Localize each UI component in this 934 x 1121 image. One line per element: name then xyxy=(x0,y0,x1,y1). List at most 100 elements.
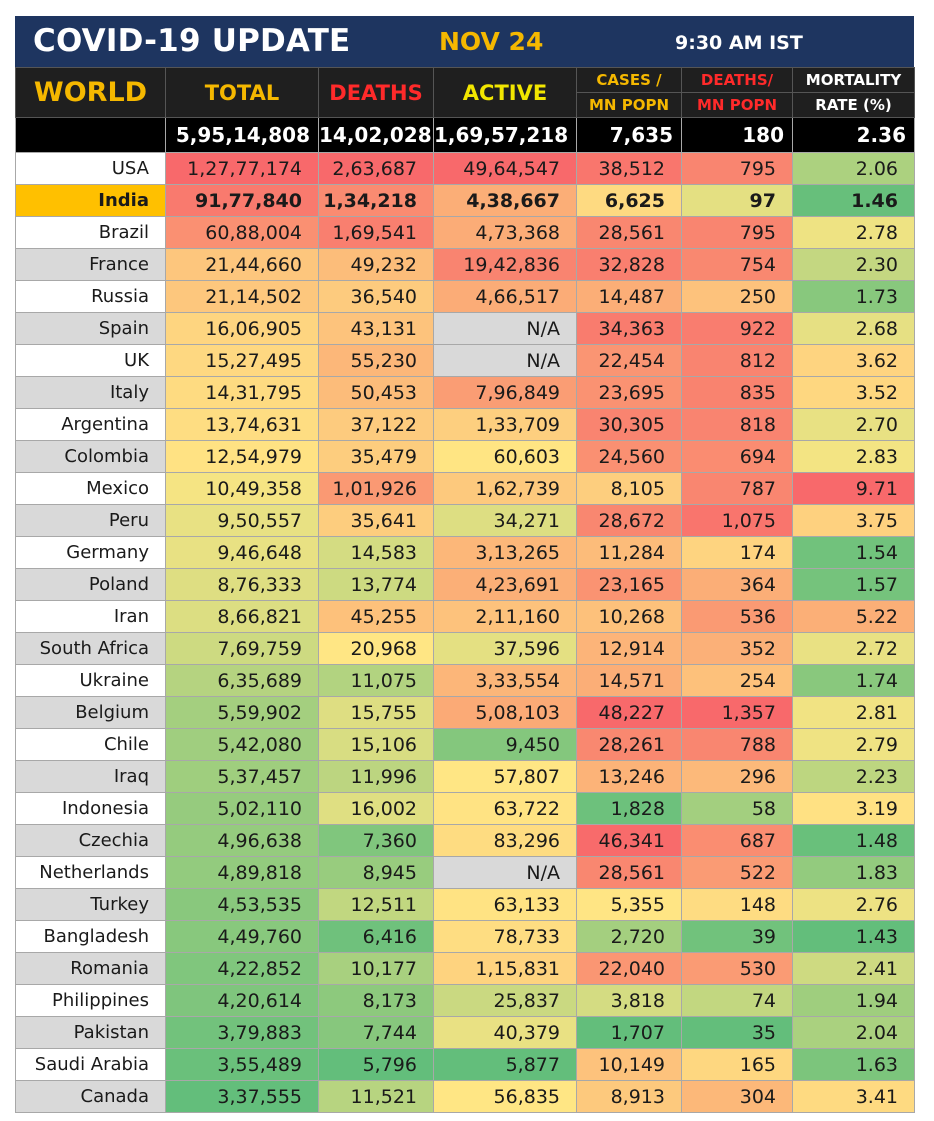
cell-active: 4,38,667 xyxy=(433,184,577,217)
cell-deaths-pm: 165 xyxy=(681,1048,793,1081)
country-name: USA xyxy=(15,152,166,185)
cell-total: 6,35,689 xyxy=(165,664,319,697)
table-row: Russia 21,14,502 36,540 4,66,517 14,487 250 1.… xyxy=(15,280,915,313)
world-active: 1,69,57,218 xyxy=(433,117,577,153)
cell-cases-pm: 38,512 xyxy=(576,152,682,185)
cell-deaths-pm: 835 xyxy=(681,376,793,409)
country-name: Indonesia xyxy=(15,792,166,825)
header-cases-per-mn-sub: MN POPN xyxy=(576,92,682,118)
cell-cases-pm: 28,561 xyxy=(576,216,682,249)
table-row: Argentina 13,74,631 37,122 1,33,709 30,305 81… xyxy=(15,408,915,441)
cell-deaths-pm: 1,357 xyxy=(681,696,793,729)
cell-mortality: 1.48 xyxy=(792,824,915,857)
table-row: Colombia 12,54,979 35,479 60,603 24,560 694 2.… xyxy=(15,440,915,473)
country-name: Argentina xyxy=(15,408,166,441)
cell-deaths-pm: 754 xyxy=(681,248,793,281)
cell-cases-pm: 14,487 xyxy=(576,280,682,313)
cell-total: 10,49,358 xyxy=(165,472,319,505)
cell-deaths-pm: 787 xyxy=(681,472,793,505)
cell-deaths-pm: 74 xyxy=(681,984,793,1017)
banner-title: COVID-19 UPDATE xyxy=(33,23,351,59)
cell-cases-pm: 24,560 xyxy=(576,440,682,473)
cell-deaths-pm: 536 xyxy=(681,600,793,633)
cell-mortality: 1.54 xyxy=(792,536,915,569)
country-name: Colombia xyxy=(15,440,166,473)
cell-active: 56,835 xyxy=(433,1080,577,1113)
cell-active: 78,733 xyxy=(433,920,577,953)
cell-deaths-pm: 522 xyxy=(681,856,793,889)
cell-mortality: 5.22 xyxy=(792,600,915,633)
cell-total: 12,54,979 xyxy=(165,440,319,473)
cell-active: 34,271 xyxy=(433,504,577,537)
cell-active: 40,379 xyxy=(433,1016,577,1049)
table-row: Chile 5,42,080 15,106 9,450 28,261 788 2.79 xyxy=(15,728,915,761)
cell-active: 1,33,709 xyxy=(433,408,577,441)
country-name: Iran xyxy=(15,600,166,633)
cell-total: 7,69,759 xyxy=(165,632,319,665)
cell-cases-pm: 11,284 xyxy=(576,536,682,569)
cell-cases-pm: 10,149 xyxy=(576,1048,682,1081)
world-deaths-pm: 180 xyxy=(681,117,793,153)
cell-deaths: 15,755 xyxy=(318,696,434,729)
cell-active: 60,603 xyxy=(433,440,577,473)
cell-deaths: 37,122 xyxy=(318,408,434,441)
cell-active: 3,33,554 xyxy=(433,664,577,697)
cell-total: 5,42,080 xyxy=(165,728,319,761)
table-row: Italy 14,31,795 50,453 7,96,849 23,695 835 3.5… xyxy=(15,376,915,409)
country-name: Brazil xyxy=(15,216,166,249)
cell-mortality: 2.70 xyxy=(792,408,915,441)
cell-active: 1,15,831 xyxy=(433,952,577,985)
cell-active: 7,96,849 xyxy=(433,376,577,409)
cell-total: 4,49,760 xyxy=(165,920,319,953)
country-name: Turkey xyxy=(15,888,166,921)
cell-deaths: 35,479 xyxy=(318,440,434,473)
cell-deaths: 5,796 xyxy=(318,1048,434,1081)
cell-deaths: 1,34,218 xyxy=(318,184,434,217)
table-row: Spain 16,06,905 43,131 N/A 34,363 922 2.68 xyxy=(15,312,915,345)
cell-active: 37,596 xyxy=(433,632,577,665)
table-row: Philippines 4,20,614 8,173 25,837 3,818 74 1.9… xyxy=(15,984,915,1017)
cell-deaths-pm: 687 xyxy=(681,824,793,857)
table-row: Pakistan 3,79,883 7,744 40,379 1,707 35 2.04 xyxy=(15,1016,915,1049)
cell-mortality: 3.52 xyxy=(792,376,915,409)
cell-deaths: 11,521 xyxy=(318,1080,434,1113)
cell-mortality: 2.72 xyxy=(792,632,915,665)
country-name: India xyxy=(15,184,166,217)
cell-cases-pm: 22,454 xyxy=(576,344,682,377)
country-name: South Africa xyxy=(15,632,166,665)
cell-cases-pm: 1,707 xyxy=(576,1016,682,1049)
cell-deaths: 45,255 xyxy=(318,600,434,633)
cell-total: 14,31,795 xyxy=(165,376,319,409)
cell-mortality: 1.43 xyxy=(792,920,915,953)
cell-cases-pm: 13,246 xyxy=(576,760,682,793)
cell-active: 5,877 xyxy=(433,1048,577,1081)
cell-mortality: 1.94 xyxy=(792,984,915,1017)
cell-cases-pm: 5,355 xyxy=(576,888,682,921)
cell-deaths: 15,106 xyxy=(318,728,434,761)
table-row: Ukraine 6,35,689 11,075 3,33,554 14,571 254 1.… xyxy=(15,664,915,697)
cell-total: 3,79,883 xyxy=(165,1016,319,1049)
cell-total: 5,02,110 xyxy=(165,792,319,825)
cell-active: 5,08,103 xyxy=(433,696,577,729)
world-totals-row: 5,95,14,808 14,02,028 1,69,57,218 7,635 … xyxy=(15,117,915,153)
table-row: Brazil 60,88,004 1,69,541 4,73,368 28,561 795… xyxy=(15,216,915,249)
table-row: France 21,44,660 49,232 19,42,836 32,828 754 2… xyxy=(15,248,915,281)
cell-deaths-pm: 352 xyxy=(681,632,793,665)
country-name: Romania xyxy=(15,952,166,985)
cell-cases-pm: 10,268 xyxy=(576,600,682,633)
table-row: Turkey 4,53,535 12,511 63,133 5,355 148 2.76 xyxy=(15,888,915,921)
table-row: Romania 4,22,852 10,177 1,15,831 22,040 530 2.… xyxy=(15,952,915,985)
world-deaths: 14,02,028 xyxy=(318,117,434,153)
country-name: Saudi Arabia xyxy=(15,1048,166,1081)
cell-deaths-pm: 174 xyxy=(681,536,793,569)
cell-cases-pm: 23,695 xyxy=(576,376,682,409)
cell-total: 4,96,638 xyxy=(165,824,319,857)
country-name: Philippines xyxy=(15,984,166,1017)
cell-deaths: 50,453 xyxy=(318,376,434,409)
cell-total: 15,27,495 xyxy=(165,344,319,377)
cell-cases-pm: 1,828 xyxy=(576,792,682,825)
cell-active: 49,64,547 xyxy=(433,152,577,185)
cell-mortality: 1.74 xyxy=(792,664,915,697)
cell-mortality: 2.83 xyxy=(792,440,915,473)
cell-mortality: 2.06 xyxy=(792,152,915,185)
